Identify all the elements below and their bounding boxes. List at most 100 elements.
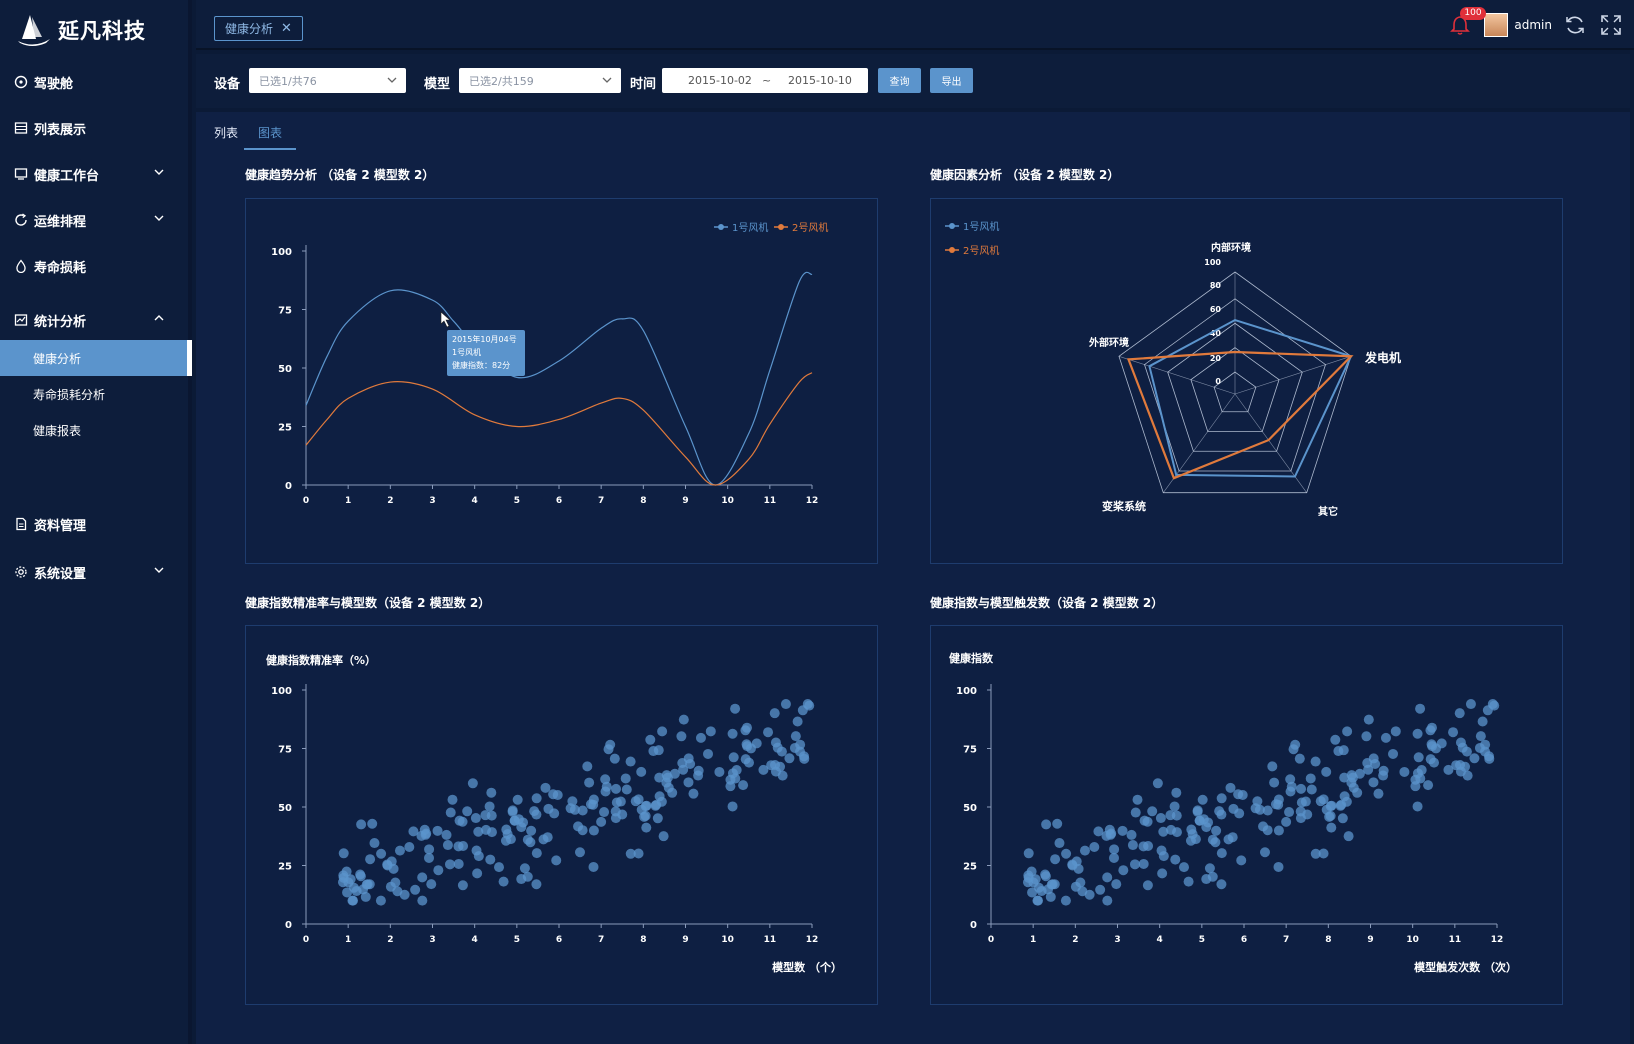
scatter-point [688, 788, 699, 799]
scatter-point [1036, 886, 1047, 897]
scatter-point [769, 708, 780, 719]
scatter-point [1302, 809, 1313, 820]
chevron-down-icon [387, 77, 397, 83]
scatter-point [641, 800, 652, 811]
avatar[interactable] [1484, 13, 1509, 37]
x-tick-label: 6 [1241, 935, 1247, 945]
sidebar-item-life-loss[interactable]: 寿命损耗 [0, 246, 188, 286]
x-tick-label: 2 [1072, 935, 1078, 945]
scatter-point [498, 876, 509, 887]
radar-indicator-label: 其它 [1318, 505, 1338, 518]
scatter-point [1273, 799, 1284, 810]
close-icon[interactable]: ✕ [281, 21, 292, 36]
legend-label: 1号风机 [963, 220, 999, 233]
scatter-point [351, 886, 362, 897]
sidebar-subitem-health-report[interactable]: 健康报表 [33, 423, 82, 438]
scatter-point [552, 790, 563, 801]
x-tick-label: 6 [556, 935, 562, 945]
chevron-up-icon [154, 315, 164, 321]
notification-badge: 100 [1460, 7, 1486, 20]
scatter-point [376, 848, 387, 859]
scatter-point [549, 808, 560, 819]
y-tick-label: 100 [271, 686, 292, 697]
scatter-point [1234, 808, 1245, 819]
scatter-point [1171, 827, 1182, 838]
scatter-point [648, 746, 659, 757]
scatter-point [1361, 731, 1372, 742]
scatter-point [1060, 895, 1071, 906]
scatter-point [1214, 806, 1225, 817]
scatter-point [1155, 813, 1166, 824]
scatter-point [1138, 858, 1149, 869]
radar-spoke [1118, 356, 1236, 395]
scatter-point [621, 784, 632, 795]
radar-ring [1190, 347, 1280, 432]
date-range-picker[interactable]: 2015-10-02 ~ 2015-10-10 [662, 68, 868, 93]
topbar-actions: 100 admin [1450, 7, 1634, 42]
scatter-point [658, 831, 669, 842]
scatter-point [1207, 871, 1218, 882]
tab-list[interactable]: 列表 [214, 126, 239, 140]
x-tick-label: 12 [806, 935, 819, 945]
scatter-point [1050, 854, 1061, 865]
scatter-point [1067, 860, 1078, 871]
scatter-point [394, 845, 405, 856]
scatter-point [1118, 865, 1129, 876]
scatter-point [1084, 889, 1095, 900]
scatter-point [1102, 895, 1113, 906]
y-tick-label: 25 [278, 423, 292, 434]
scatter-point [1342, 726, 1353, 737]
model-select[interactable]: 已选2/共159 [459, 68, 621, 93]
username[interactable]: admin [1514, 18, 1552, 32]
scatter-point [367, 818, 378, 829]
drop-icon [16, 259, 26, 273]
y-tick-label: 50 [963, 803, 977, 814]
dashboard-icon [14, 75, 28, 89]
export-button[interactable]: 导出 [930, 68, 973, 93]
scatter-point [728, 752, 739, 763]
fullscreen-icon[interactable] [1600, 14, 1622, 36]
scatter-point [1412, 728, 1423, 739]
open-tab-tag[interactable]: 健康分析 ✕ [214, 16, 303, 41]
scatter-point [1129, 859, 1140, 870]
sidebar-item-settings[interactable]: 系统设置 [0, 552, 188, 592]
scatter-point [426, 879, 437, 890]
sidebar-item-label: 系统设置 [34, 566, 87, 582]
list-icon [14, 122, 28, 134]
notification-bell[interactable]: 100 [1450, 7, 1486, 36]
scatter-point [416, 830, 427, 841]
scatter-point [714, 766, 725, 777]
sidebar-item-list[interactable]: 列表展示 [0, 108, 188, 148]
scatter-point [676, 731, 687, 742]
scatter-point [1306, 784, 1317, 795]
sidebar-item-statistics[interactable]: 统计分析 [0, 300, 188, 340]
sidebar-item-maintenance[interactable]: 运维排程 [0, 200, 188, 240]
x-tick-label: 7 [598, 496, 604, 506]
tab-chart[interactable]: 图表 [258, 126, 283, 140]
scatter-point [1380, 732, 1391, 743]
scatter-point [486, 787, 497, 798]
scatter-point [538, 834, 549, 845]
scatter-point [1207, 834, 1218, 845]
scatter-point [1127, 840, 1138, 851]
date-end[interactable]: 2015-10-10 [788, 74, 852, 87]
device-select[interactable]: 已选1/共76 [249, 68, 406, 93]
refresh-icon[interactable] [1564, 14, 1586, 36]
scatter-point [703, 748, 714, 759]
scatter-point [1346, 770, 1357, 781]
scatter-point [650, 800, 661, 811]
sidebar-subitem-health-analysis[interactable]: 健康分析 [0, 340, 192, 376]
sidebar-item-documents[interactable]: 资料管理 [0, 504, 188, 544]
radar-indicator-label: 发电机 [1364, 350, 1401, 365]
scatter-point [1335, 800, 1346, 811]
x-tick-label: 6 [556, 496, 562, 506]
x-tick-label: 3 [1114, 935, 1120, 945]
scatter-point [1126, 829, 1137, 840]
sidebar-item-cockpit[interactable]: 驾驶舱 [0, 62, 188, 102]
sidebar-subitem-life-loss-analysis[interactable]: 寿命损耗分析 [33, 387, 106, 402]
scatter-point [356, 819, 367, 830]
scatter-point [1373, 788, 1384, 799]
date-start[interactable]: 2015-10-02 [688, 74, 752, 87]
sidebar-item-health-workbench[interactable]: 健康工作台 [0, 154, 188, 194]
query-button[interactable]: 查询 [878, 68, 921, 93]
